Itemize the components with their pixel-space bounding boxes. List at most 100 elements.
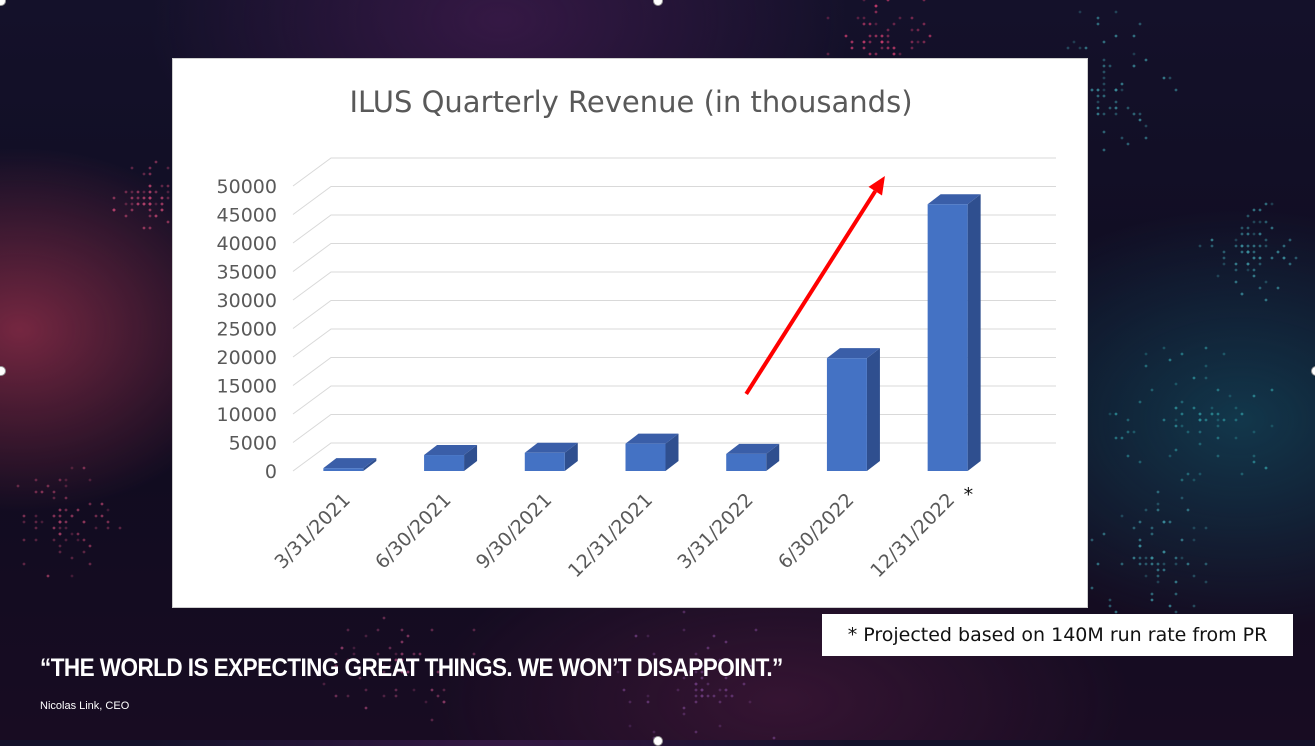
bar-side (363, 458, 377, 471)
background-dot (1258, 232, 1262, 236)
background-dot (1150, 556, 1154, 560)
background-dot (1252, 460, 1256, 464)
background-dot (862, 40, 866, 44)
background-dot (1186, 562, 1190, 566)
background-dot (22, 538, 26, 542)
background-dot (1156, 490, 1160, 494)
background-dot (670, 670, 674, 674)
background-dot (1174, 562, 1178, 566)
background-dot (1132, 112, 1136, 116)
background-dot (1174, 592, 1178, 596)
background-dot (1138, 118, 1142, 122)
background-dot (124, 190, 128, 194)
background-dot (700, 688, 704, 692)
background-dot (1246, 268, 1250, 272)
background-dot (910, 16, 914, 20)
background-dot (1138, 22, 1142, 26)
background-dot (436, 670, 440, 674)
background-dot (106, 508, 110, 512)
background-dot (388, 646, 392, 650)
background-dot (1102, 58, 1106, 62)
background-dot (136, 196, 140, 200)
bar (726, 453, 767, 471)
background-dot (1234, 244, 1238, 248)
background-dot (1222, 352, 1226, 356)
background-dot (1132, 52, 1136, 56)
background-dot (706, 682, 710, 686)
background-dot (1216, 412, 1220, 416)
background-dot (52, 526, 56, 530)
footnote-text: * Projected based on 140M run rate from … (847, 624, 1268, 646)
background-dot (1102, 82, 1106, 86)
background-dot (1102, 64, 1106, 68)
background-dot (898, 16, 902, 20)
selection-handle-top-left[interactable] (0, 0, 6, 6)
bar-top (323, 458, 377, 469)
background-dot (910, 46, 914, 50)
gridline (292, 328, 1056, 358)
background-dot (76, 538, 80, 542)
background-dot (382, 694, 386, 698)
background-dot (1096, 22, 1100, 26)
background-dot (136, 190, 140, 194)
selection-handle-bottom-middle[interactable] (653, 736, 663, 746)
background-dot (916, 40, 920, 44)
selection-handle-middle-left[interactable] (0, 366, 6, 376)
background-dot (370, 670, 374, 674)
background-dot (922, 0, 926, 2)
background-dot (382, 664, 386, 668)
background-dot (394, 658, 398, 662)
background-dot (58, 550, 62, 554)
background-dot (334, 694, 338, 698)
background-dot (700, 664, 704, 668)
background-dot (1096, 88, 1100, 92)
background-dot (436, 694, 440, 698)
background-dot (424, 700, 428, 704)
background-dot (1150, 556, 1154, 560)
background-dot (58, 532, 62, 536)
background-dot (160, 184, 164, 188)
background-dot (1204, 346, 1208, 350)
background-dot (682, 676, 686, 680)
background-dot (64, 520, 68, 524)
background-dot (148, 172, 152, 176)
background-dot (1222, 250, 1226, 254)
background-dot (1282, 244, 1286, 248)
selection-handle-top-middle[interactable] (653, 0, 663, 6)
background-dot (1144, 58, 1148, 62)
background-dot (400, 652, 404, 656)
background-dot (1204, 562, 1208, 566)
background-dot (352, 658, 356, 662)
selection-handle-middle-right[interactable] (1311, 366, 1315, 376)
background-dot (1264, 466, 1268, 470)
background-dot (148, 166, 152, 170)
background-dot (706, 646, 710, 650)
background-dot (1108, 412, 1112, 416)
background-dot (1192, 604, 1196, 608)
background-dot (1204, 376, 1208, 380)
background-dot (910, 40, 914, 44)
background-dot (148, 226, 152, 230)
background-dot (1162, 76, 1166, 80)
background-dot (400, 658, 404, 662)
y-tick-label: 35000 (217, 262, 277, 284)
background-dot (1192, 376, 1196, 380)
background-dot (154, 202, 158, 206)
y-tick-label: 5000 (229, 433, 277, 455)
background-dot (694, 730, 698, 734)
background-dot (148, 226, 152, 230)
background-dot (1102, 148, 1106, 152)
background-dot (1114, 10, 1118, 14)
y-tick-label: 20000 (217, 347, 277, 369)
background-dot (1162, 562, 1166, 566)
background-dot (676, 688, 680, 692)
background-dot (1078, 10, 1082, 14)
background-dot (430, 688, 434, 692)
background-dot (148, 184, 152, 188)
background-dot (58, 514, 62, 518)
background-dot (376, 652, 380, 656)
background-dot (130, 196, 134, 200)
gridline (292, 271, 1056, 301)
y-tick-label: 50000 (217, 176, 277, 198)
background-dot (1144, 556, 1148, 560)
